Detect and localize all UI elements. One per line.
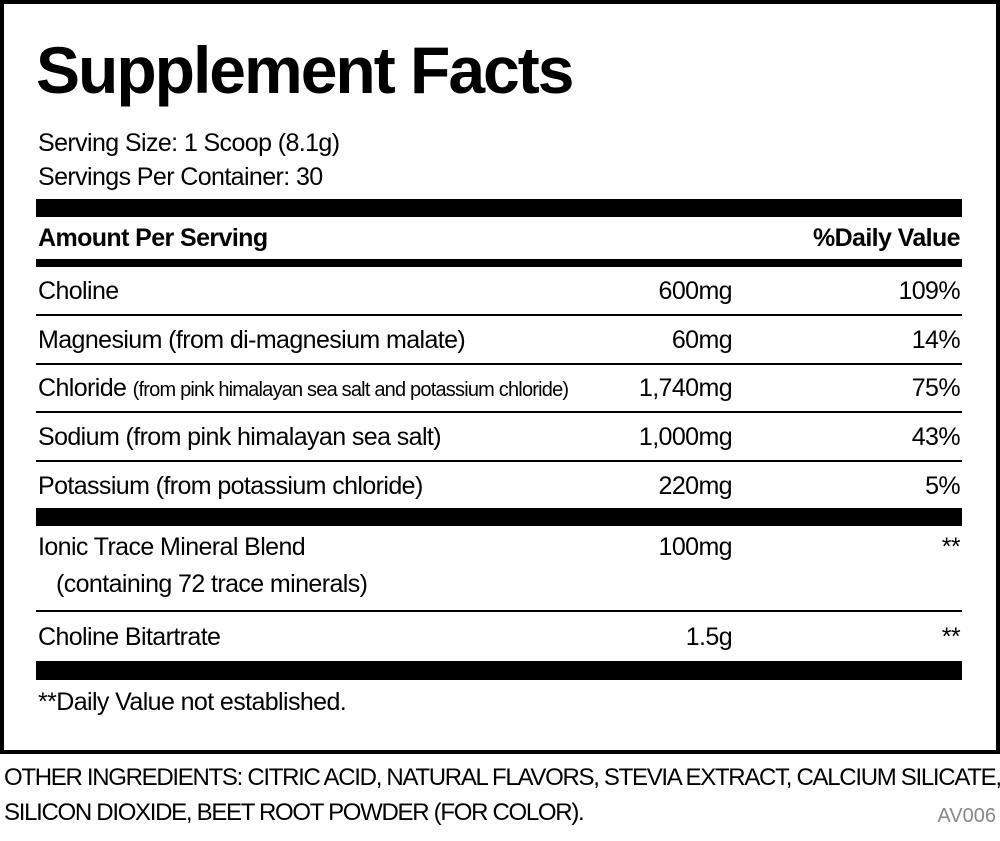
row-name: Sodium (from pink himalayan sea salt) [38,423,442,451]
row-amount: 1,740mg [638,374,733,402]
row-amount: 600mg [658,277,733,305]
row-dv: 43% [911,423,961,451]
divider-bar [36,199,962,217]
row-amount: 100mg [658,533,733,561]
divider-bar [36,661,962,680]
row-amount: 1.5g [685,623,733,651]
row-line [36,363,962,365]
row-name: Choline Bitartrate [38,623,221,651]
row-name: Choline [38,277,119,305]
row-dv: 75% [911,374,961,402]
other-ingredients: SILICON DIOXIDE, BEET ROOT POWDER (FOR C… [4,799,585,826]
other-ingredients: OTHER INGREDIENTS: CITRIC ACID, NATURAL … [4,764,1000,791]
row-amount: 1,000mg [638,423,733,451]
divider-bar [36,508,962,526]
row-line [36,610,962,612]
product-code: AV006 [937,805,996,827]
row-name: Chloride (from pink himalayan sea salt a… [38,372,569,404]
header-dv: %Daily Value [812,224,961,252]
row-note: (from pink himalayan sea salt and potass… [132,379,569,401]
row-dv: 5% [925,472,961,500]
row-dv: ** [941,533,961,561]
row-amount: 220mg [658,472,733,500]
divider-bar [36,259,962,267]
row-line [36,314,962,316]
serving-size: Serving Size: 1 Scoop (8.1g) [38,129,340,157]
facts-panel [0,0,1000,754]
footnote: **Daily Value not established. [38,688,347,716]
row-dv: 109% [898,277,960,305]
row-amount: 60mg [671,326,733,354]
row-name-text: Chloride [38,374,127,402]
header-amount: Amount Per Serving [38,224,268,252]
row-note: (containing 72 trace minerals) [56,570,368,598]
row-dv: ** [941,623,961,651]
row-name: Potassium (from potassium chloride) [38,472,423,500]
row-line [36,460,962,462]
row-name: Magnesium (from di-magnesium malate) [38,326,466,354]
title: Supplement Facts [36,33,574,107]
row-name: Ionic Trace Mineral Blend [38,533,306,561]
row-line [36,411,962,413]
row-dv: 14% [911,326,961,354]
servings-per-container: Servings Per Container: 30 [38,163,323,191]
